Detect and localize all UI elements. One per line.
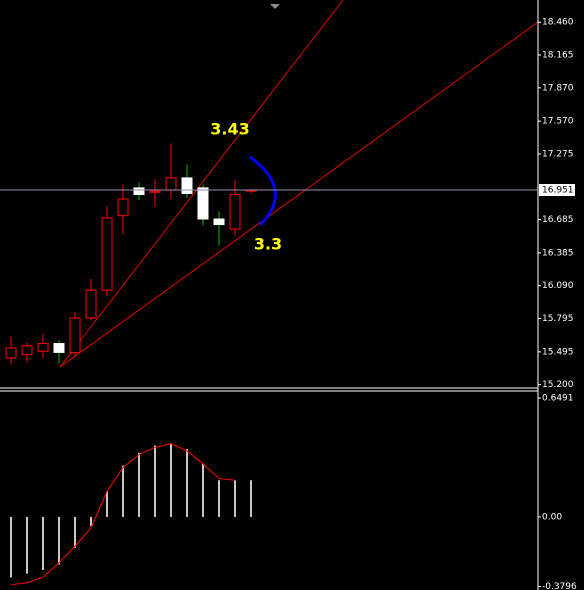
- candle-body: [21, 345, 33, 356]
- angle-label: 3.43: [210, 120, 249, 139]
- y-tick-label: 17.870: [542, 83, 574, 93]
- y-tick-label: 15.495: [542, 347, 574, 357]
- candle-body: [85, 289, 97, 319]
- candle-body: [149, 190, 161, 193]
- y-tick-label: 16.685: [542, 215, 574, 225]
- trendline[interactable]: [59, 21, 539, 368]
- y-tick-label: 15.200: [542, 380, 574, 390]
- candle-body: [213, 218, 225, 226]
- current-price-box: [539, 183, 575, 196]
- candle-body: [5, 347, 17, 359]
- shift-marker[interactable]: [270, 4, 280, 9]
- y-tick-label: -0.3796: [542, 582, 577, 590]
- signal-line: [10, 443, 236, 586]
- y-tick-label: 17.570: [542, 117, 574, 127]
- trendline[interactable]: [59, 0, 344, 368]
- plot-layer: 18.460 18.165 17.870 17.570 17.275 16.685 16.3…: [0, 18, 577, 590]
- angle-arc: [249, 155, 277, 227]
- candle-body: [53, 343, 65, 353]
- y-tick-label: 15.795: [542, 314, 574, 324]
- y-tick-label: 17.275: [542, 149, 574, 159]
- y-tick-label: 0.00: [542, 512, 562, 522]
- current-price-label: 16.951: [542, 185, 574, 195]
- candle-body: [37, 343, 49, 352]
- y-tick-label: 16.385: [542, 248, 574, 258]
- candle-body: [117, 198, 129, 217]
- candle-body: [133, 187, 145, 196]
- y-tick-label: 16.090: [542, 281, 574, 291]
- candle-body: [69, 317, 81, 353]
- candle-body: [229, 194, 241, 230]
- candle-body: [181, 177, 193, 194]
- candle-body: [165, 177, 177, 191]
- y-tick-label: 18.460: [542, 18, 574, 28]
- y-tick-label: 18.165: [542, 51, 574, 61]
- candle-body: [101, 217, 113, 291]
- angle-label: 3.3: [254, 235, 282, 254]
- candle-body: [197, 187, 209, 220]
- y-tick-label: 0.6491: [542, 394, 574, 404]
